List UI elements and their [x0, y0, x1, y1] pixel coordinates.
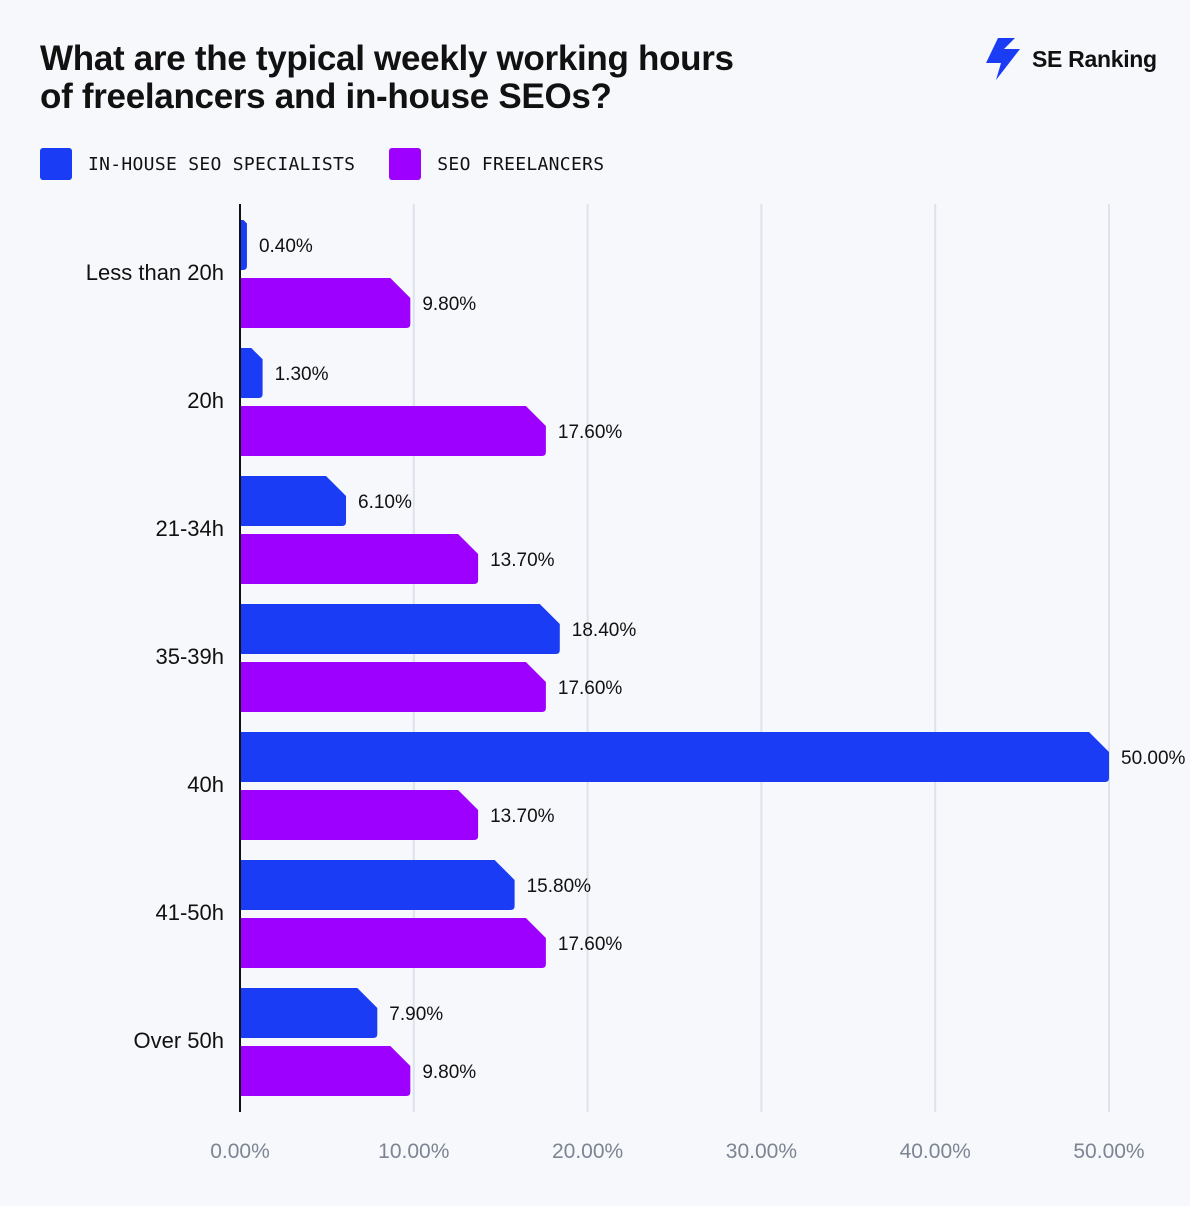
- x-tick-label-4: 40.00%: [900, 1140, 971, 1163]
- brand-logo: SE Ranking: [984, 38, 1157, 80]
- chart-title-line-2: of freelancers and in-house SEOs?: [40, 77, 612, 116]
- chart-legend: IN-HOUSE SEO SPECIALISTS SEO FREELANCERS: [40, 148, 638, 180]
- category-label-3: 35-39h: [155, 644, 224, 669]
- data-label-1-3: 17.60%: [558, 678, 623, 699]
- category-label-2: 21-34h: [155, 516, 224, 541]
- category-label-0: Less than 20h: [86, 260, 224, 285]
- bar-0-0: [240, 220, 247, 270]
- chart-title: What are the typical weekly working hour…: [40, 40, 860, 116]
- data-label-1-4: 13.70%: [490, 806, 555, 827]
- data-label-1-5: 17.60%: [558, 934, 623, 955]
- data-label-1-6: 9.80%: [422, 1062, 476, 1083]
- legend-label-freelancers: SEO FREELANCERS: [437, 153, 605, 175]
- chart-title-line-1: What are the typical weekly working hour…: [40, 39, 734, 78]
- data-label-0-6: 7.90%: [389, 1004, 443, 1025]
- bar-1-0: [240, 278, 411, 328]
- x-tick-label-0: 0.00%: [210, 1140, 270, 1163]
- category-label-5: 41-50h: [155, 900, 224, 925]
- bar-1-1: [240, 406, 546, 456]
- legend-label-in-house: IN-HOUSE SEO SPECIALISTS: [88, 153, 356, 175]
- category-label-1: 20h: [187, 388, 224, 413]
- bar-0-4: [240, 732, 1109, 782]
- data-label-1-2: 13.70%: [490, 550, 555, 571]
- data-label-0-3: 18.40%: [572, 620, 637, 641]
- data-label-1-0: 9.80%: [422, 294, 476, 315]
- data-label-0-0: 0.40%: [259, 236, 313, 257]
- x-tick-label-5: 50.00%: [1073, 1140, 1144, 1163]
- bar-0-6: [240, 988, 378, 1038]
- bar-1-2: [240, 534, 479, 584]
- bar-0-1: [240, 348, 263, 398]
- x-tick-label-3: 30.00%: [726, 1140, 797, 1163]
- brand-name: SE Ranking: [1032, 45, 1157, 72]
- data-label-0-5: 15.80%: [527, 876, 592, 897]
- bar-0-3: [240, 604, 560, 654]
- data-label-0-4: 50.00%: [1121, 748, 1186, 769]
- legend-item-in-house: IN-HOUSE SEO SPECIALISTS: [40, 148, 355, 180]
- legend-swatch-in-house: [40, 148, 72, 180]
- bar-0-2: [240, 476, 347, 526]
- x-tick-label-2: 20.00%: [552, 1140, 623, 1163]
- bar-0-5: [240, 860, 515, 910]
- bar-1-5: [240, 918, 546, 968]
- bar-1-6: [240, 1046, 411, 1096]
- bar-1-3: [240, 662, 546, 712]
- bar-1-4: [240, 790, 479, 840]
- category-label-4: 40h: [187, 772, 224, 797]
- legend-item-freelancers: SEO FREELANCERS: [389, 148, 604, 180]
- legend-swatch-freelancers: [389, 148, 422, 180]
- data-label-1-1: 17.60%: [558, 422, 623, 443]
- x-tick-label-1: 10.00%: [378, 1140, 449, 1163]
- category-label-6: Over 50h: [134, 1028, 225, 1053]
- data-label-0-2: 6.10%: [358, 492, 412, 513]
- lightning-bolt-logo-icon: [986, 38, 1020, 80]
- data-label-0-1: 1.30%: [275, 364, 329, 385]
